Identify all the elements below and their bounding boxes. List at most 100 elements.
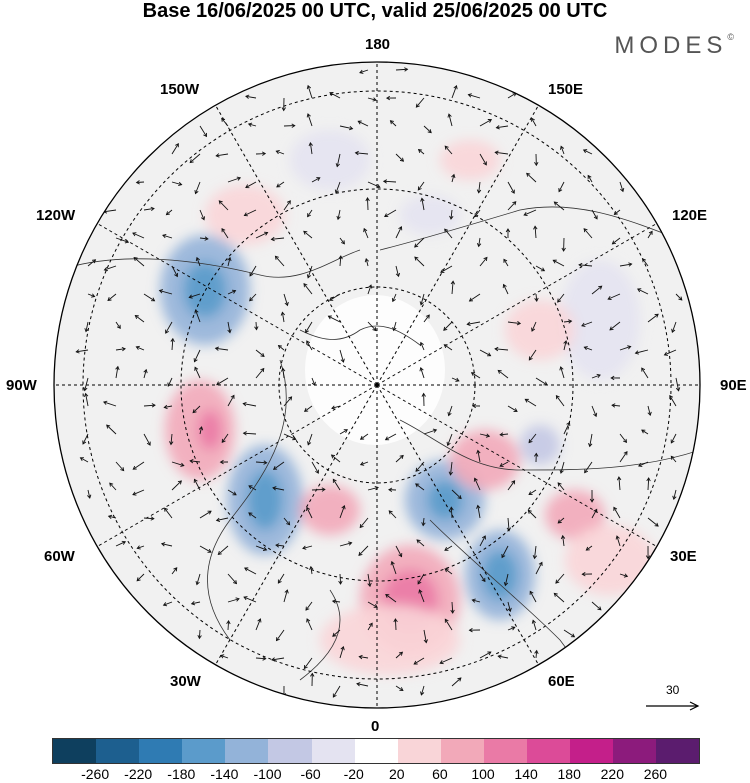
wind-vector	[227, 289, 237, 295]
wind-vector	[450, 280, 456, 295]
wind-vector	[619, 433, 628, 444]
reference-vector-arrow	[646, 701, 700, 711]
wind-vector	[578, 262, 593, 268]
wind-vector	[332, 685, 341, 698]
wind-vector	[227, 321, 232, 334]
wind-vector	[163, 404, 173, 410]
wind-vector	[283, 517, 291, 526]
wind-vector	[505, 228, 511, 239]
wind-vector	[247, 122, 257, 127]
wind-vector	[613, 209, 621, 215]
brand-text: MODES	[614, 32, 728, 59]
wind-vector	[227, 176, 242, 183]
wind-vector	[557, 517, 565, 524]
wind-vector	[419, 366, 425, 379]
wind-vector	[449, 506, 454, 519]
anomaly-patch	[482, 550, 518, 600]
wind-vector	[503, 258, 509, 267]
wind-vector	[613, 506, 621, 519]
wind-vector	[414, 237, 425, 248]
wind-vector	[641, 367, 649, 379]
wind-vector	[221, 433, 229, 444]
wind-vector	[479, 535, 486, 547]
wind-vector	[171, 567, 178, 575]
wind-vector	[385, 593, 397, 603]
wind-vector	[160, 542, 173, 547]
wind-vector	[332, 478, 341, 491]
wind-vector	[281, 97, 286, 112]
wind-vector	[132, 489, 145, 496]
wind-vector	[277, 344, 285, 351]
colorbar-tick-label: 20	[389, 766, 405, 782]
wind-vector	[331, 599, 341, 604]
wind-vector	[535, 377, 548, 386]
wind-vector	[75, 349, 89, 354]
wind-vector	[616, 476, 622, 491]
wind-vector	[199, 545, 212, 553]
colorbar-swatch	[397, 739, 441, 763]
wind-vector	[195, 573, 201, 586]
wind-vector	[638, 461, 649, 467]
wind-vector	[329, 92, 341, 99]
wind-vector	[421, 517, 426, 527]
wind-vector	[414, 256, 425, 267]
wind-vector	[83, 377, 89, 392]
wind-vector	[559, 461, 565, 474]
wind-vector	[423, 428, 438, 435]
colorbar-tick-label: 100	[471, 766, 495, 782]
wind-vector	[307, 209, 313, 218]
wind-vector	[367, 601, 378, 608]
wind-vector	[219, 654, 229, 659]
wind-vector	[311, 177, 321, 183]
anomaly-patch	[505, 300, 575, 360]
wind-vector	[479, 153, 487, 166]
wind-vector	[423, 629, 428, 644]
wind-vector	[532, 545, 538, 560]
wind-vector	[305, 601, 313, 611]
wind-vector	[507, 601, 512, 613]
anomaly-patch	[520, 425, 560, 465]
wind-vector	[245, 94, 257, 99]
wind-vector	[584, 461, 593, 474]
wind-vector	[170, 337, 175, 351]
wind-vector	[468, 293, 481, 302]
wind-vector	[619, 345, 632, 351]
colorbar-swatch	[268, 739, 312, 763]
wind-vector	[583, 346, 593, 351]
wind-vector	[591, 285, 603, 295]
wind-vector	[367, 97, 377, 102]
coastlines	[59, 206, 700, 708]
wind-vector	[416, 539, 425, 547]
wind-vector	[283, 200, 291, 211]
wind-vector	[367, 284, 373, 295]
wind-vector	[417, 573, 425, 585]
wind-vector	[339, 504, 346, 519]
wind-vector	[526, 172, 537, 183]
wind-vector	[334, 181, 341, 194]
wind-vector	[356, 682, 369, 687]
lon-label-60e: 30E	[670, 548, 697, 565]
wind-vector	[306, 84, 313, 99]
wind-vector	[448, 461, 453, 476]
wind-vector	[199, 209, 206, 221]
wind-vector	[199, 236, 209, 241]
wind-vector	[507, 626, 516, 631]
wind-vector	[306, 113, 313, 127]
wind-vector	[470, 372, 481, 379]
wind-vector	[589, 489, 595, 503]
coastline-segment	[207, 359, 287, 641]
wind-vector	[359, 433, 369, 440]
colorbar-swatch	[182, 739, 226, 763]
wind-vector	[450, 601, 455, 614]
wind-vector	[227, 573, 238, 585]
wind-vector	[358, 545, 369, 556]
colorbar-tick-label: 260	[643, 766, 668, 782]
wind-vector	[190, 601, 201, 606]
wind-vector	[227, 394, 235, 407]
wind-vector	[171, 480, 182, 491]
wind-vector	[327, 315, 341, 323]
wind-vector	[358, 654, 369, 660]
wind-vector	[675, 293, 683, 301]
wind-vector	[283, 396, 293, 407]
wind-vector	[395, 685, 404, 691]
